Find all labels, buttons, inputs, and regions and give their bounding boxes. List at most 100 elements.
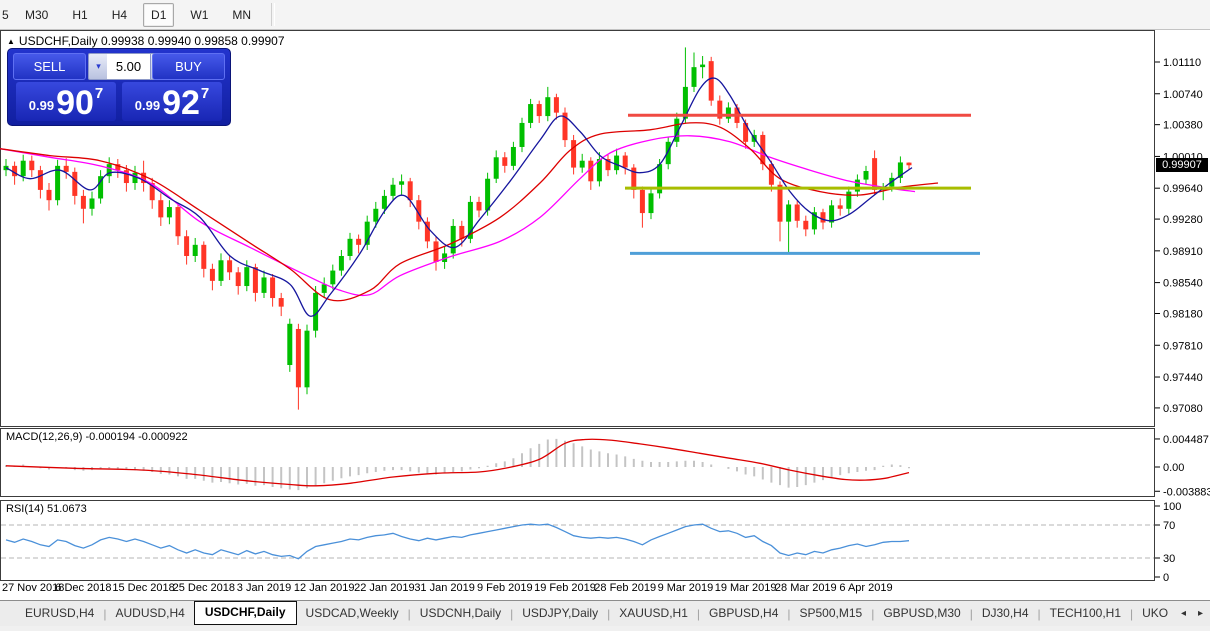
candle-bull: [338, 255, 344, 271]
current-price-tag: 0.99907: [1156, 158, 1208, 172]
candle-bull: [545, 97, 551, 117]
date-tick-label: 25 Dec 2018: [173, 582, 235, 594]
timeframe-button-partial[interactable]: 5: [2, 7, 9, 22]
candle-bear: [717, 100, 723, 119]
candle-bull: [364, 221, 370, 245]
tab-audusd-h4[interactable]: AUDUSD,H4: [115, 606, 185, 620]
candle-bull: [674, 118, 680, 142]
candle-bull: [98, 176, 104, 199]
candle-bear: [209, 268, 215, 281]
tab-xauusd-h1[interactable]: XAUUSD,H1: [619, 606, 688, 620]
buy-price-small: 0.99: [134, 98, 161, 113]
candle-bull: [89, 198, 95, 209]
candle-bear: [872, 158, 878, 190]
candle-bull: [829, 205, 835, 223]
buy-price-pip: 7: [200, 85, 210, 102]
candle-bull: [399, 181, 405, 185]
candle-bear: [794, 204, 800, 221]
candle-bear: [72, 171, 78, 196]
chart-symbol: USDCHF,Daily: [18, 34, 98, 48]
candle-bull: [528, 104, 534, 123]
one-click-trading-panel: SELL ▾ 5.00 ▴ BUY 0.99 90 7 0.99 92 7: [7, 48, 231, 126]
date-tick-label: 3 Jan 2019: [237, 582, 291, 594]
macd-tick-label: 0.004487: [1163, 434, 1209, 446]
candle-bear: [803, 220, 809, 230]
candle-bear: [149, 183, 155, 201]
price-tick-label: 0.98910: [1163, 246, 1203, 258]
tab-separator: |: [607, 606, 611, 621]
tab-gbpusd-h4[interactable]: GBPUSD,H4: [709, 606, 779, 620]
candle-bull: [20, 160, 26, 177]
rsi-tick-label: 30: [1163, 553, 1175, 565]
timeframe-button-w1[interactable]: W1: [190, 7, 209, 22]
timeframe-button-m30[interactable]: M30: [25, 7, 49, 22]
sell-button[interactable]: SELL: [13, 53, 86, 80]
tab-scroll-right-icon[interactable]: ▸: [1197, 608, 1203, 619]
sell-price-small: 0.99: [28, 98, 55, 113]
candle-bear: [407, 181, 413, 201]
candle-bull: [614, 155, 620, 171]
price-tick-label: 1.01110: [1163, 57, 1201, 69]
tab-usdchf-daily[interactable]: USDCHF,Daily: [193, 600, 297, 625]
candle-bear: [433, 241, 439, 262]
candle-bull: [330, 270, 336, 285]
tab-uko[interactable]: UKO: [1142, 606, 1169, 620]
candles-layer: [3, 47, 912, 410]
candle-bear: [295, 328, 301, 388]
collapse-triangle-icon[interactable]: ▲: [7, 37, 15, 46]
candle-bear: [476, 201, 482, 211]
date-tick-label: 15 Dec 2018: [112, 582, 174, 594]
candle-bull: [682, 86, 688, 119]
candle-bull: [691, 67, 697, 87]
volume-input[interactable]: 5.00: [107, 53, 150, 80]
timeframe-button-d1[interactable]: D1: [143, 2, 175, 27]
volume-decrease-button[interactable]: ▾: [88, 53, 109, 80]
candle-bear: [906, 162, 912, 166]
tab-sp500-m15[interactable]: SP500,M15: [799, 606, 863, 620]
timeframe-button-mn[interactable]: MN: [232, 7, 252, 22]
tab-separator: |: [510, 606, 514, 621]
candle-bear: [141, 172, 147, 184]
date-tick-label: 27 Nov 2018: [2, 582, 64, 594]
tab-usdcnh-daily[interactable]: USDCNH,Daily: [419, 606, 502, 620]
toolbar-separator: [271, 3, 276, 26]
candle-bear: [777, 184, 783, 222]
tab-separator: |: [871, 606, 875, 621]
candle-bear: [622, 155, 628, 168]
candle-bull: [596, 158, 602, 182]
sell-price-display[interactable]: 0.99 90 7: [16, 82, 116, 121]
candle-bear: [37, 170, 43, 190]
buy-price-display[interactable]: 0.99 92 7: [122, 82, 222, 121]
candle-bear: [356, 238, 362, 245]
candle-bear: [235, 272, 241, 287]
tab-dj30-h4[interactable]: DJ30,H4: [981, 606, 1029, 620]
candle-bull: [106, 164, 112, 177]
candle-bull: [55, 165, 61, 201]
candle-bull: [347, 238, 353, 256]
macd-values: -0.000194 -0.000922: [85, 431, 188, 443]
date-tick-label: 9 Feb 2019: [477, 582, 533, 594]
chart-area: 1.011101.007401.003801.000100.996400.992…: [0, 30, 1210, 600]
rsi-value: 51.0673: [46, 503, 87, 515]
candle-bear: [416, 200, 422, 222]
candle-bear: [708, 61, 714, 101]
tab-usdcad-weekly[interactable]: USDCAD,Weekly: [305, 606, 399, 620]
candle-bear: [820, 212, 826, 223]
buy-button[interactable]: BUY: [152, 53, 225, 80]
price-tick-label: 0.97080: [1163, 403, 1203, 415]
candle-bull: [863, 171, 869, 180]
candle-bull: [218, 260, 224, 281]
chart-tab-bar: EURUSD,H4 | AUDUSD,H4 USDCHF,Daily USDCAD,We…: [0, 600, 1210, 626]
tab-eurusd-h4[interactable]: EURUSD,H4: [25, 606, 95, 620]
tab-scroll-left-icon[interactable]: ◂: [1180, 608, 1186, 619]
tab-usdjpy-daily[interactable]: USDJPY,Daily: [522, 606, 599, 620]
candle-bear: [571, 140, 577, 168]
price-tick-label: 0.97440: [1163, 372, 1203, 384]
tab-tech100-h1[interactable]: TECH100,H1: [1049, 606, 1122, 620]
timeframe-button-h1[interactable]: H1: [72, 7, 88, 22]
candle-bull: [304, 330, 310, 388]
chart-title: ▲ USDCHF,Daily 0.99938 0.99940 0.99858 0.…: [7, 34, 285, 48]
timeframe-button-h4[interactable]: H4: [111, 7, 128, 22]
tab-gbpusd-m30[interactable]: GBPUSD,M30: [883, 606, 961, 620]
tab-separator: |: [969, 606, 973, 621]
